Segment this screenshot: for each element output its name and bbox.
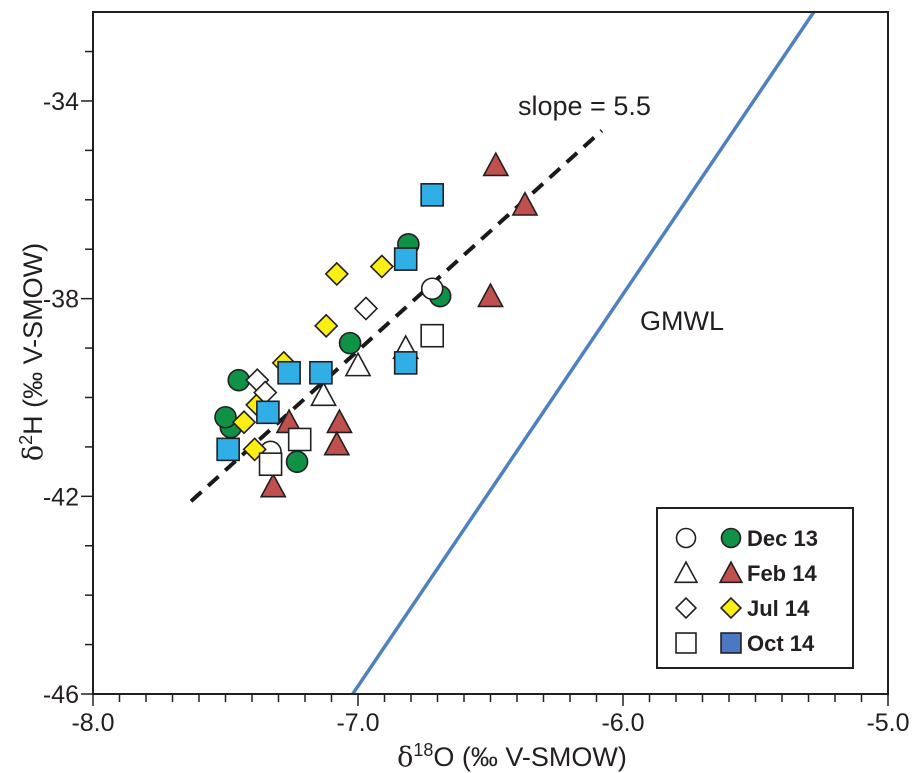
legend-label: Dec 13 — [747, 526, 818, 551]
legend-marker-filled — [720, 632, 742, 654]
legend-marker-filled — [718, 560, 744, 584]
y-axis-label-sup: 2 — [16, 435, 36, 445]
data-point-circle — [420, 277, 444, 301]
data-point-square — [277, 360, 301, 385]
data-point-square — [420, 323, 445, 348]
gmwl-annotation: GMWL — [640, 306, 724, 336]
data-point-square — [420, 183, 445, 207]
data-point-triangle — [344, 351, 372, 377]
data-point-circle — [214, 405, 237, 429]
y-tick-label: -42 — [43, 483, 79, 511]
legend: Dec 13 Feb 14 Jul 14 Oct 14 — [656, 507, 854, 669]
data-point-square — [309, 360, 333, 385]
data-point-triangle — [259, 472, 287, 498]
data-point-circle — [338, 331, 362, 355]
legend-marker-open — [675, 632, 697, 654]
legend-marker-filled — [719, 596, 743, 620]
data-point-diamond — [324, 261, 349, 287]
x-axis-label-rest: O (‰ V-SMOW) — [433, 742, 626, 772]
y-tick-label: -46 — [43, 681, 79, 709]
data-point-square — [393, 351, 418, 375]
data-point-diamond — [353, 296, 379, 321]
data-point-circle — [285, 450, 309, 474]
legend-label: Feb 14 — [747, 561, 817, 586]
x-axis-label: δ18O (‰ V-SMOW) — [397, 740, 627, 773]
data-point-diamond — [369, 254, 395, 279]
slope-annotation: slope = 5.5 — [518, 91, 651, 121]
legend-marker-open — [674, 596, 698, 620]
data-point-square — [287, 427, 312, 452]
legend-label: Oct 14 — [747, 631, 815, 656]
lines-layer — [189, 12, 816, 694]
data-point-triangle — [323, 430, 351, 456]
data-point-square — [258, 452, 283, 477]
y-tick-label: -38 — [43, 286, 79, 314]
x-tick-label: -8.0 — [71, 709, 114, 737]
points-layer — [214, 151, 539, 498]
gmwl-line — [351, 12, 816, 694]
legend-marker-filled — [720, 527, 742, 549]
y-axis-label-prefix: δ — [18, 445, 49, 461]
data-point-triangle — [477, 282, 504, 308]
y-axis-label: δ2H (‰ V-SMOW) — [16, 243, 49, 461]
legend-marker-open — [675, 527, 697, 549]
data-point-triangle — [310, 381, 337, 407]
data-point-triangle — [511, 190, 539, 216]
x-axis-label-prefix: δ — [397, 742, 413, 773]
legend-label: Jul 14 — [747, 596, 810, 621]
data-point-triangle — [326, 408, 353, 434]
trend-line — [189, 129, 604, 503]
x-tick-label: -5.0 — [866, 709, 909, 737]
y-tick-label: -34 — [43, 88, 79, 116]
data-point-square — [216, 437, 240, 462]
data-point-diamond — [314, 313, 339, 338]
x-axis-label-sup: 18 — [413, 740, 433, 760]
data-point-square — [393, 247, 418, 271]
x-tick-label: -7.0 — [336, 709, 379, 737]
legend-marker-open — [673, 560, 699, 584]
y-axis-label-rest: H (‰ V-SMOW) — [18, 243, 48, 435]
data-point-triangle — [482, 151, 510, 177]
x-tick-label: -6.0 — [601, 709, 644, 737]
ticks-layer: -8.0 -7.0 -6.0 -5.0 -34 -38 -42 -46 — [43, 50, 910, 737]
data-point-diamond — [231, 410, 257, 435]
data-point-square — [256, 400, 280, 425]
